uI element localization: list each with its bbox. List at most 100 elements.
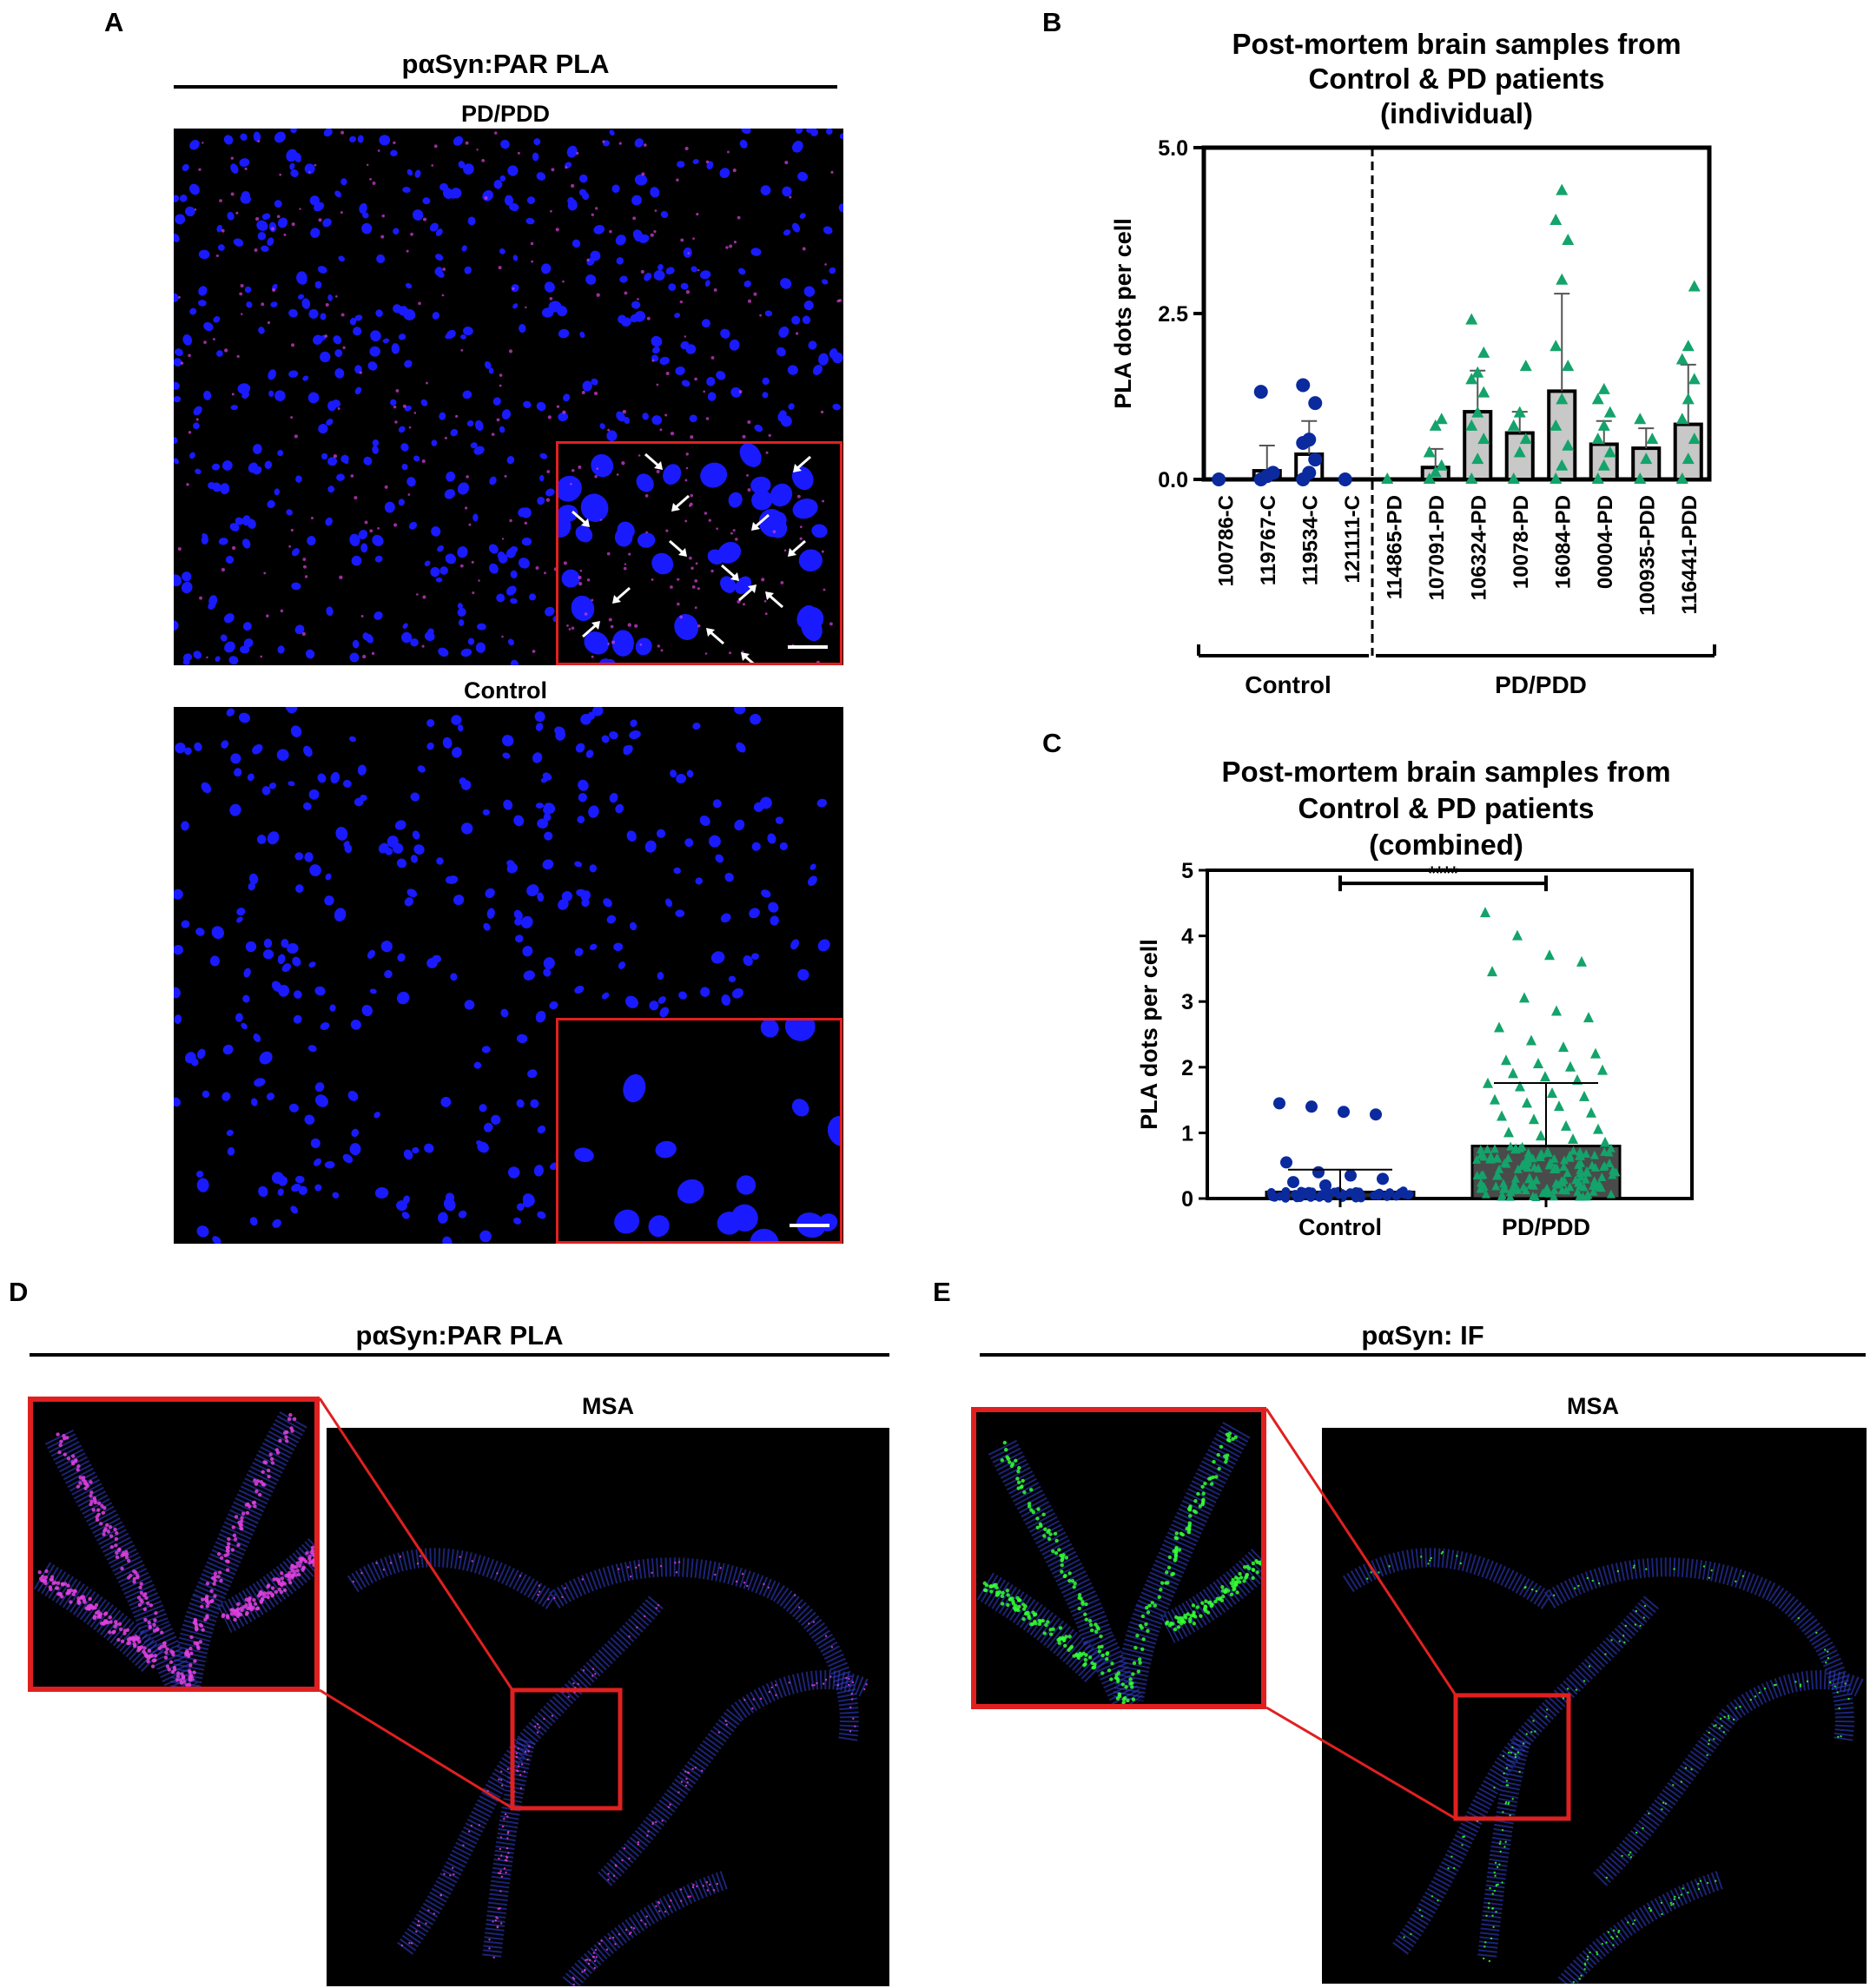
nucleus: [719, 168, 730, 178]
signal-dot: [647, 1830, 650, 1833]
signal-dot: [1150, 1601, 1154, 1605]
pla-dot: [765, 451, 769, 454]
pla-dot: [212, 338, 215, 340]
data-point: [1590, 1047, 1601, 1059]
signal-dot: [1754, 1695, 1757, 1698]
nucleus: [352, 639, 360, 649]
signal-dot: [537, 1594, 539, 1596]
nucleus: [811, 524, 828, 538]
signal-dot: [89, 1499, 94, 1503]
signal-dot: [1216, 1453, 1220, 1457]
pla-dot: [783, 549, 787, 552]
signal-dot: [1588, 1665, 1591, 1668]
signal-dot: [1489, 1886, 1491, 1890]
signal-dot: [1114, 1673, 1119, 1677]
signal-dot: [593, 1966, 596, 1970]
signal-dot: [1061, 1635, 1065, 1640]
nucleus: [367, 949, 375, 959]
nucleus: [500, 139, 510, 149]
pla-dot: [198, 168, 202, 171]
signal-dot: [1238, 1571, 1242, 1576]
signal-dot: [303, 1559, 308, 1564]
nucleus: [253, 131, 261, 142]
signal-dot: [159, 1630, 164, 1635]
data-point: [1550, 1185, 1559, 1194]
pla-dot: [421, 644, 425, 648]
signal-dot: [124, 1555, 129, 1560]
nucleus: [211, 463, 221, 471]
nucleus: [329, 1004, 336, 1012]
data-point: [1529, 1180, 1538, 1190]
signal-dot: [1427, 1562, 1430, 1565]
signal-dot: [499, 1922, 503, 1925]
signal-dot: [1226, 1437, 1231, 1443]
nucleus: [558, 899, 569, 910]
signal-dot: [746, 1584, 749, 1588]
nucleus: [378, 842, 389, 854]
pla-dot: [639, 643, 643, 646]
nucleus: [545, 488, 555, 497]
signal-dot: [538, 1584, 540, 1587]
signal-dot: [1198, 1504, 1203, 1509]
pla-dot: [359, 371, 363, 374]
signal-dot: [994, 1593, 1000, 1597]
signal-dot: [623, 1846, 626, 1850]
signal-dot: [1088, 1622, 1094, 1628]
signal-dot: [102, 1506, 107, 1510]
tissue-fold: [347, 1548, 859, 1742]
nucleus: [504, 195, 514, 206]
signal-dot: [836, 1684, 840, 1687]
signal-dot: [66, 1591, 70, 1595]
signal-dot: [677, 1791, 680, 1793]
signal-dot: [1366, 1577, 1369, 1580]
pla-dot: [584, 612, 588, 616]
signal-dot: [1120, 1682, 1126, 1687]
nucleus: [782, 186, 792, 197]
data-point: [1556, 273, 1569, 285]
pla-dot: [236, 354, 240, 358]
pla-dot: [393, 523, 398, 527]
signal-dot: [852, 1717, 855, 1721]
signal-dot: [102, 1612, 108, 1616]
signal-dot: [509, 1781, 512, 1785]
signal-dot: [1721, 1725, 1723, 1727]
nucleus: [634, 174, 648, 186]
nucleus: [384, 501, 395, 513]
nucleus: [473, 446, 485, 455]
arrow-head: [591, 621, 600, 630]
nucleus: [216, 350, 223, 357]
nucleus: [397, 953, 406, 962]
signal-dot: [1612, 1944, 1615, 1946]
signal-dot: [152, 1628, 157, 1633]
pla-dot: [393, 405, 397, 409]
data-point: [1591, 393, 1604, 405]
data-point: [1508, 1067, 1518, 1079]
signal-dot: [213, 1571, 218, 1575]
arrow: [721, 564, 737, 579]
nucleus: [286, 707, 298, 714]
y-axis-label: PLA dots per cell: [1110, 218, 1136, 409]
nucleus: [485, 888, 495, 899]
signal-dot: [1018, 1598, 1022, 1602]
pla-dot: [499, 373, 503, 377]
chart-title-line: Control & PD patients: [1308, 63, 1604, 95]
signal-dot: [1028, 1622, 1034, 1627]
pla-dot: [239, 292, 243, 296]
nucleus: [492, 397, 501, 406]
data-point: [1517, 1159, 1528, 1171]
pla-dot: [254, 248, 258, 252]
nucleus: [461, 245, 467, 252]
signal-dot: [1735, 1580, 1737, 1583]
pla-dot: [729, 244, 733, 248]
signal-dot: [1092, 1665, 1097, 1669]
signal-dot: [153, 1654, 158, 1658]
nucleus: [657, 996, 666, 1004]
nucleus: [310, 228, 320, 238]
pla-dot: [703, 390, 705, 393]
nucleus: [289, 162, 295, 170]
panel-a-bottom-label: Control: [464, 677, 547, 703]
signal-dot: [655, 1820, 657, 1824]
data-point: [1589, 1179, 1599, 1190]
pla-dot: [342, 346, 346, 350]
nucleus: [212, 1236, 221, 1244]
